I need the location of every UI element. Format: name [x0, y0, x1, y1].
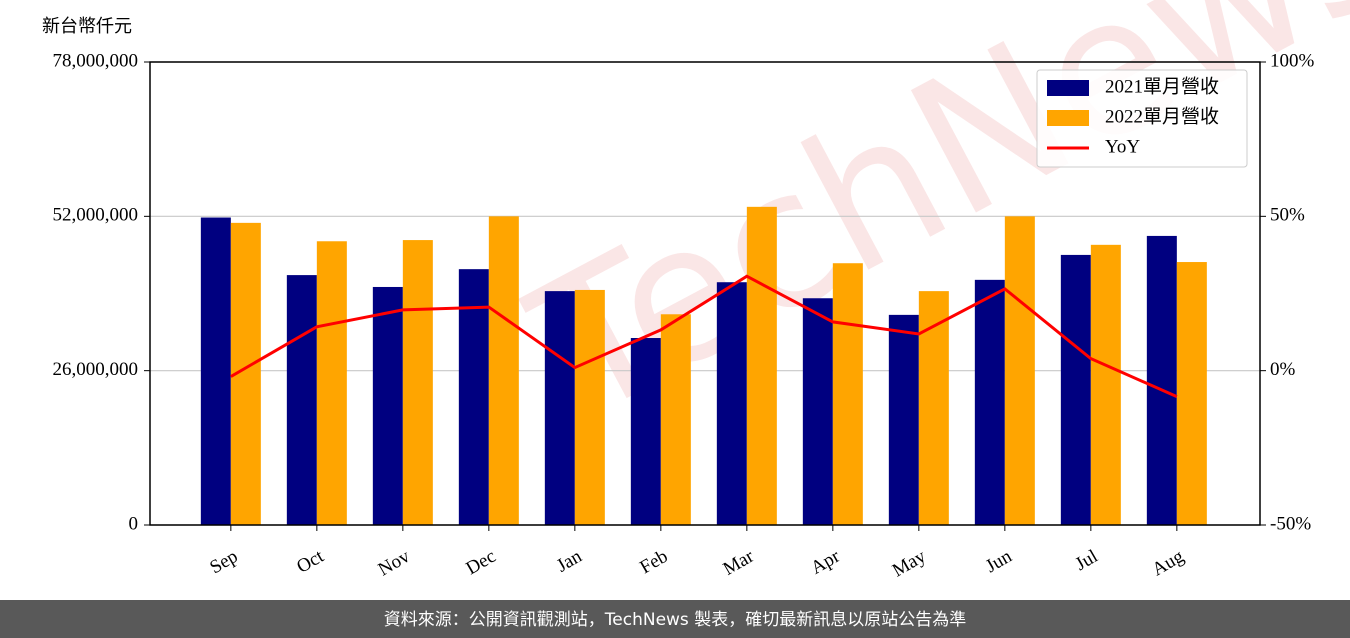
- bar: [888, 314, 919, 525]
- x-tick-label: Oct: [293, 545, 328, 577]
- y-tick-label: 78,000,000: [53, 50, 139, 71]
- bar: [1146, 235, 1177, 525]
- x-tick-label: Sep: [206, 546, 241, 578]
- y-tick-label: 26,000,000: [53, 359, 139, 380]
- bar: [1060, 254, 1091, 525]
- y2-tick-label: 0%: [1270, 359, 1296, 380]
- bar: [746, 206, 777, 526]
- x-tick-label: Aug: [1149, 546, 1188, 581]
- footer-text: 資料來源：公開資訊觀測站，TechNews 製表，確切最新訊息以原站公告為準: [384, 610, 966, 630]
- y2-tick-label: 100%: [1270, 50, 1315, 71]
- x-tick-label: Feb: [636, 546, 671, 578]
- bar: [1004, 216, 1035, 526]
- x-tick-label: Jun: [982, 546, 1016, 578]
- legend-box: [1036, 69, 1248, 168]
- bar: [458, 269, 489, 525]
- x-tick-label: Apr: [807, 546, 844, 579]
- legend-swatch: [1047, 80, 1089, 96]
- plot-frame: [149, 61, 1261, 526]
- bar: [660, 314, 691, 525]
- y-tick-label: 0: [129, 513, 139, 534]
- legend-label: YoY: [1105, 136, 1140, 157]
- bar: [488, 216, 519, 526]
- x-tick-label: May: [889, 546, 930, 582]
- bar: [974, 279, 1005, 525]
- bar: [1176, 262, 1207, 525]
- x-tick-label: Mar: [720, 546, 758, 580]
- bar: [402, 240, 433, 526]
- bar: [716, 282, 747, 525]
- x-tick-label: Dec: [463, 546, 500, 579]
- bar: [544, 291, 575, 525]
- legend-label: 2022單月營收: [1105, 105, 1219, 127]
- bar: [802, 298, 833, 525]
- y-tick-label: 52,000,000: [53, 205, 139, 226]
- bar: [316, 241, 347, 525]
- y-axis-label: 新台幣仟元: [42, 16, 132, 37]
- y2-tick-label: -50%: [1270, 513, 1311, 534]
- bar: [832, 263, 863, 525]
- bar: [1090, 244, 1121, 526]
- x-tick-label: Nov: [375, 546, 414, 581]
- y2-tick-label: 50%: [1270, 205, 1305, 226]
- x-tick-label: Jan: [553, 546, 586, 577]
- legend-swatch: [1047, 110, 1089, 126]
- bar: [574, 289, 605, 525]
- x-tick-label: Jul: [1072, 546, 1102, 575]
- bar: [630, 338, 661, 525]
- line: [230, 274, 1178, 398]
- footer-bar: [0, 600, 1350, 638]
- bar: [372, 286, 403, 525]
- bar: [200, 217, 231, 525]
- legend-label: 2021單月營收: [1105, 75, 1219, 97]
- bar: [286, 275, 317, 525]
